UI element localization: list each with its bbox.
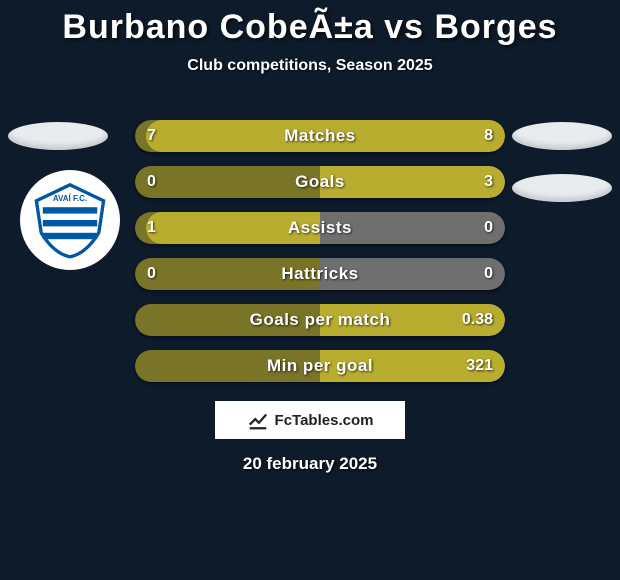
stat-label: Assists [135,212,505,244]
subtitle: Club competitions, Season 2025 [0,57,620,75]
club-crest-icon: AVAÍ F.C. [30,180,110,260]
brand-badge: FcTables.com [212,398,408,442]
stat-row: 03Goals [135,166,505,198]
stat-label: Hattricks [135,258,505,290]
crest-label: AVAÍ F.C. [53,194,87,203]
chart-icon [247,409,269,431]
player-left-logo-placeholder [8,122,108,170]
club-crest: AVAÍ F.C. [20,170,120,270]
stat-row: 00Hattricks [135,258,505,290]
page-title: Burbano CobeÃ±a vs Borges [0,0,620,47]
stat-label: Goals per match [135,304,505,336]
date-text: 20 february 2025 [0,454,620,474]
stat-row: 78Matches [135,120,505,152]
brand-text: FcTables.com [275,412,374,429]
stats-container: 78Matches 03Goals 10Assists 00Hattricks 0.38… [135,120,505,396]
stat-row: 0.38Goals per match [135,304,505,336]
stat-label: Goals [135,166,505,198]
stat-label: Matches [135,120,505,152]
player-right-logo-placeholder-2 [512,174,612,222]
stat-label: Min per goal [135,350,505,382]
stat-row: 10Assists [135,212,505,244]
stat-row: 321Min per goal [135,350,505,382]
player-right-logo-placeholder-1 [512,122,612,170]
